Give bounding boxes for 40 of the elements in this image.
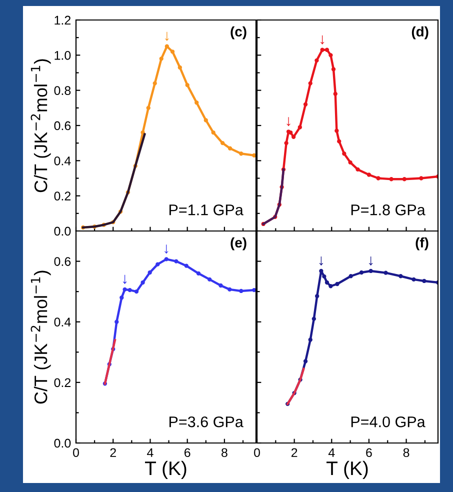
- y-tick-label: 0.2: [54, 378, 71, 388]
- annotation: (d): [412, 26, 428, 40]
- y-tick-label: 1.2: [54, 16, 71, 25]
- annotation: ↓: [164, 244, 168, 254]
- annotation: ↓: [369, 256, 373, 266]
- annotation: (e): [230, 237, 246, 250]
- annotation: P=1.8 GPa: [351, 204, 426, 216]
- y-tick-label: 0.4: [54, 318, 71, 327]
- annotation: P=1.1 GPa: [169, 204, 244, 216]
- y-tick-label: 0.4: [54, 156, 71, 166]
- y-tick-label: 0.2: [54, 192, 71, 200]
- annotation: ↓: [319, 256, 323, 266]
- x-axis-title: T (K): [145, 460, 186, 480]
- y-tick-label: 1.0: [54, 50, 71, 60]
- y-tick-label: 0.8: [54, 86, 71, 95]
- x-tick-label: 6: [184, 448, 190, 458]
- x-tick-label: 8: [403, 448, 410, 458]
- x-tick-label: 2: [110, 448, 116, 457]
- x-tick-label: 0: [73, 448, 79, 458]
- annotation: (f): [416, 237, 428, 250]
- annotation: ↓: [320, 35, 324, 44]
- x-tick-label: 8: [222, 448, 228, 458]
- y-tick-label: 0.6: [54, 121, 71, 130]
- y-tick-label: 0.0: [54, 438, 71, 448]
- annotation: P=4.0 GPa: [351, 416, 426, 428]
- annotation: ↓: [165, 32, 169, 41]
- y-axis-title: C/T (JK$^{−2}$mol$^{−1}$): [30, 270, 51, 404]
- x-tick-label: 4: [147, 448, 154, 457]
- x-tick-label: 4: [328, 448, 335, 457]
- y-axis-title: C/T (JK$^{−2}$mol$^{−1}$): [30, 59, 51, 192]
- x-axis-title: T (K): [326, 460, 368, 480]
- y-tick-label: 0.6: [54, 257, 71, 266]
- annotation: P=3.6 GPa: [169, 416, 244, 428]
- x-tick-label: 0: [254, 448, 260, 458]
- annotation: ↓: [123, 274, 127, 284]
- annotation: ↓: [286, 117, 290, 126]
- y-tick-label: 0.0: [54, 226, 71, 236]
- x-tick-label: 6: [366, 448, 372, 458]
- x-tick-label: 2: [291, 448, 298, 457]
- annotation: (c): [230, 26, 246, 40]
